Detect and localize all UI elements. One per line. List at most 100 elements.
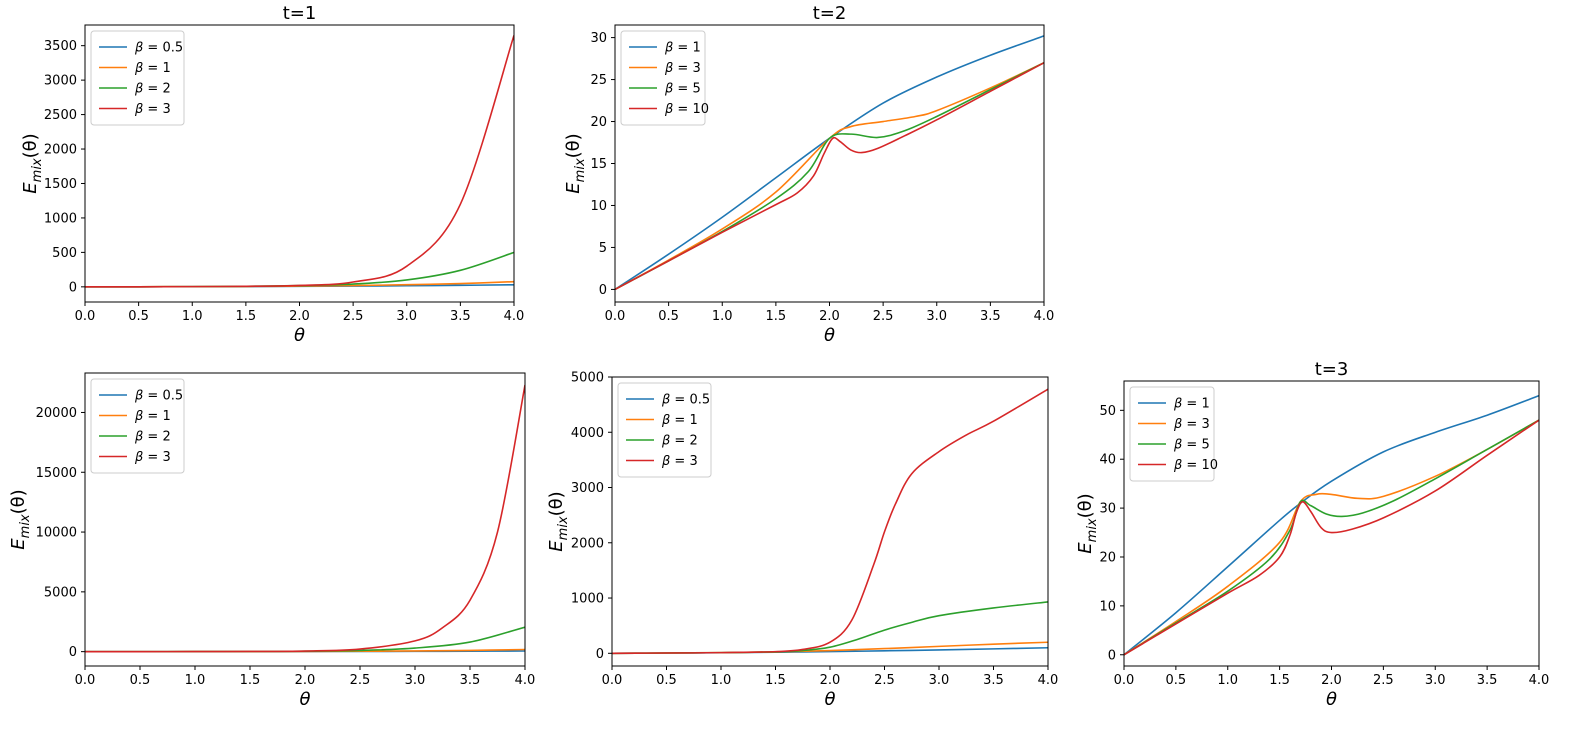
y-tick-label: 3500 — [44, 39, 77, 54]
legend-label: β = 0.5 — [661, 393, 710, 408]
x-axis-title: θ — [824, 325, 835, 346]
x-tick-label: 2.5 — [1373, 673, 1394, 688]
y-tick-label: 15 — [590, 157, 607, 172]
y-tick-label: 5000 — [44, 585, 77, 600]
y-tick-label: 2000 — [571, 536, 604, 551]
legend-label: β = 10 — [1173, 458, 1218, 473]
y-tick-label: 3000 — [44, 74, 77, 89]
legend: β = 0.5 β = 1 β = 2 β = 3 — [90, 30, 185, 126]
chart-panel-p3: 0.0 0.5 1.0 1.5 2.0 2.5 3.0 3.5 4.0 0 5000 10000 150… — [8, 372, 536, 710]
legend-label: β = 3 — [661, 454, 698, 469]
x-tick-label: 2.5 — [873, 309, 894, 324]
x-tick-label: 1.5 — [240, 673, 261, 688]
legend-label: β = 2 — [661, 434, 698, 449]
x-tick-label: 1.0 — [185, 673, 206, 688]
legend-label: β = 1 — [1173, 397, 1210, 412]
y-tick-label: 0 — [1108, 648, 1116, 663]
y-tick-label: 10 — [1099, 599, 1116, 614]
legend-box — [90, 378, 185, 474]
legend-label: β = 3 — [1173, 417, 1210, 432]
x-tick-label: 1.5 — [1269, 673, 1290, 688]
x-axis-title: θ — [299, 689, 310, 710]
legend: β = 0.5 β = 1 β = 2 β = 3 — [90, 378, 185, 474]
y-tick-label: 3000 — [571, 481, 604, 496]
legend-label: β = 5 — [1173, 438, 1210, 453]
x-tick-label: 3.5 — [460, 673, 481, 688]
y-tick-label: 20 — [1099, 550, 1116, 565]
y-tick-label: 4000 — [571, 426, 604, 441]
y-tick-label: 40 — [1099, 453, 1116, 468]
legend-label: β = 3 — [664, 61, 701, 76]
x-tick-label: 2.5 — [343, 309, 364, 324]
x-tick-label: 0.5 — [1166, 673, 1187, 688]
x-tick-label: 3.0 — [396, 309, 417, 324]
y-axis-title: Emix(θ) — [563, 133, 588, 193]
series-line-3 — [85, 35, 514, 288]
legend-label: β = 1 — [134, 409, 171, 424]
legend-box — [90, 30, 185, 126]
legend-label: β = 2 — [134, 430, 171, 445]
y-tick-label: 25 — [590, 73, 607, 88]
series-line-10 — [615, 62, 1044, 291]
y-tick-label: 0 — [599, 283, 607, 298]
y-tick-label: 30 — [590, 31, 607, 46]
y-tick-label: 2500 — [44, 108, 77, 123]
series-line-2 — [85, 251, 514, 288]
y-tick-label: 20000 — [36, 406, 77, 421]
y-axis-title: Emix(θ) — [1075, 493, 1100, 553]
legend-label: β = 1 — [661, 413, 698, 428]
x-tick-label: 1.0 — [712, 309, 733, 324]
y-tick-label: 30 — [1099, 502, 1116, 517]
series-line-3 — [612, 388, 1048, 655]
legend: β = 1 β = 3 β = 5 β = 10 — [1129, 386, 1218, 482]
y-axis-title: Emix(θ) — [20, 133, 45, 193]
series-line-2 — [612, 601, 1048, 655]
x-tick-label: 0.0 — [1114, 673, 1135, 688]
series-line-3 — [1124, 419, 1539, 656]
legend-label: β = 1 — [134, 61, 171, 76]
series-line-5 — [1124, 419, 1539, 656]
y-tick-label: 2000 — [44, 143, 77, 158]
x-tick-label: 1.0 — [1217, 673, 1238, 688]
y-tick-label: 15000 — [36, 466, 77, 481]
x-tick-label: 1.5 — [766, 309, 787, 324]
legend-label: β = 5 — [664, 82, 701, 97]
x-tick-label: 0.5 — [130, 673, 151, 688]
x-tick-label: 2.0 — [289, 309, 310, 324]
legend-box — [617, 382, 712, 478]
chart-panel-p2: 0.0 0.5 1.0 1.5 2.0 2.5 3.0 3.5 4.0 0 5 10 15 20 25 30 θ… — [563, 3, 1054, 346]
legend: β = 1 β = 3 β = 5 β = 10 — [620, 30, 709, 126]
x-tick-label: 0.0 — [75, 309, 96, 324]
legend-label: β = 3 — [134, 450, 171, 465]
x-tick-label: 4.0 — [515, 673, 536, 688]
series-line-10 — [1124, 419, 1539, 656]
chart-panel-p4: 0.0 0.5 1.0 1.5 2.0 2.5 3.0 3.5 4.0 0 1000 2000 3000… — [546, 371, 1058, 711]
legend-label: β = 1 — [664, 41, 701, 56]
x-axis-title: θ — [824, 689, 835, 710]
x-tick-label: 2.0 — [820, 673, 841, 688]
legend-box — [1129, 386, 1215, 482]
x-tick-label: 0.0 — [75, 673, 96, 688]
x-tick-label: 0.5 — [658, 309, 679, 324]
x-tick-label: 3.0 — [1425, 673, 1446, 688]
x-tick-label: 2.0 — [1321, 673, 1342, 688]
x-tick-label: 4.0 — [504, 309, 525, 324]
x-tick-label: 2.0 — [295, 673, 316, 688]
y-tick-label: 0 — [69, 645, 77, 660]
panel-title: t=3 — [1315, 359, 1349, 380]
x-tick-label: 0.0 — [602, 673, 623, 688]
x-tick-label: 0.5 — [128, 309, 149, 324]
y-tick-label: 10000 — [36, 526, 77, 541]
y-tick-label: 0 — [596, 647, 604, 662]
y-tick-label: 5 — [599, 241, 607, 256]
x-tick-label: 1.0 — [711, 673, 732, 688]
y-tick-label: 5000 — [571, 371, 604, 386]
y-tick-label: 1500 — [44, 177, 77, 192]
x-tick-label: 1.5 — [765, 673, 786, 688]
x-tick-label: 4.0 — [1038, 673, 1059, 688]
y-tick-label: 20 — [590, 115, 607, 130]
y-tick-label: 500 — [52, 246, 77, 261]
x-tick-label: 3.5 — [1477, 673, 1498, 688]
x-tick-label: 2.5 — [874, 673, 895, 688]
